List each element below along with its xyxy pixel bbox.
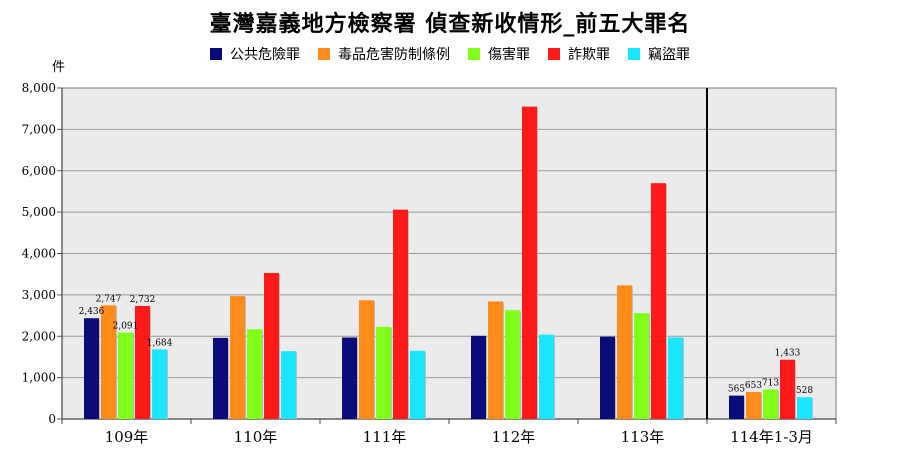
bar-0-4 [600, 336, 615, 419]
legend-label-series-1: 毒品危害防制條例 [338, 47, 450, 63]
y-tick-label: 5,000 [22, 205, 56, 219]
legend-swatch-series-4 [628, 48, 640, 60]
legend-swatch-series-0 [210, 48, 222, 60]
data-label-0-5: 565 [728, 385, 745, 395]
bar-0-1 [213, 337, 228, 419]
data-label-1-5: 653 [745, 381, 762, 391]
bar-3-5 [780, 359, 795, 419]
legend-item-series-2: 傷害罪 [468, 44, 530, 64]
bar-0-3 [471, 335, 486, 419]
x-tick-label: 114年1-3月 [730, 428, 813, 446]
bar-0-0 [84, 318, 99, 419]
bar-2-2 [376, 326, 391, 419]
bar-2-5 [763, 389, 778, 419]
x-tick-label: 109年 [105, 428, 149, 446]
y-tick-label: 8,000 [22, 81, 56, 95]
legend-item-series-1: 毒品危害防制條例 [318, 44, 450, 64]
bar-3-1 [264, 272, 279, 419]
data-label-2-5: 713 [762, 378, 779, 388]
bar-3-2 [393, 209, 408, 419]
legend-label-series-4: 竊盜罪 [648, 47, 690, 63]
bar-0-2 [342, 337, 357, 419]
legend-item-series-4: 竊盜罪 [628, 44, 690, 64]
bar-2-1 [247, 329, 262, 419]
bar-0-5 [729, 395, 744, 419]
bar-1-0 [101, 305, 116, 419]
x-tick-label: 112年 [492, 428, 536, 446]
data-label-3-0: 2,732 [130, 295, 156, 305]
legend-label-series-0: 公共危險罪 [230, 47, 300, 63]
bar-1-1 [230, 296, 245, 419]
chart-title: 臺灣嘉義地方檢察署 偵查新收情形_前五大罪名 [209, 11, 691, 37]
x-tick-label: 113年 [621, 428, 665, 446]
bar-3-3 [522, 106, 537, 420]
y-tick-label: 7,000 [22, 122, 56, 136]
bar-1-3 [488, 301, 503, 419]
bar-2-4 [634, 313, 649, 419]
legend-swatch-series-1 [318, 48, 330, 60]
chart-legend: 公共危險罪 毒品危害防制條例 傷害罪 詐欺罪 竊盜罪 [0, 44, 900, 64]
legend-swatch-series-2 [468, 48, 480, 60]
legend-item-series-3: 詐欺罪 [548, 44, 610, 64]
legend-swatch-series-3 [548, 48, 560, 60]
legend-item-series-0: 公共危險罪 [210, 44, 300, 64]
legend-label-series-2: 傷害罪 [488, 47, 530, 63]
y-tick-label: 2,000 [22, 329, 56, 343]
bar-4-4 [668, 337, 683, 419]
bar-1-2 [359, 300, 374, 419]
data-label-4-5: 528 [796, 386, 813, 396]
bar-4-3 [539, 334, 554, 419]
bar-4-1 [281, 351, 296, 419]
legend-label-series-3: 詐欺罪 [568, 47, 610, 63]
x-tick-label: 110年 [234, 428, 278, 446]
bar-1-4 [617, 285, 632, 419]
bar-2-3 [505, 310, 520, 419]
bar-3-4 [651, 183, 666, 419]
y-tick-label: 4,000 [22, 247, 56, 261]
bar-3-0 [135, 305, 150, 419]
data-label-0-0: 2,436 [79, 307, 105, 317]
y-tick-label: 6,000 [22, 164, 56, 178]
y-tick-label: 3,000 [22, 288, 56, 302]
y-axis-unit-label: 件 [52, 60, 66, 75]
y-tick-label: 0 [48, 412, 56, 426]
bar-4-5 [797, 397, 812, 419]
bar-1-5 [746, 391, 761, 419]
bar-4-2 [410, 350, 425, 419]
x-tick-label: 111年 [363, 428, 407, 446]
bar-4-0 [152, 349, 167, 419]
bar-2-0 [118, 332, 133, 419]
data-label-1-0: 2,747 [96, 294, 122, 304]
data-label-4-0: 1,684 [147, 338, 173, 348]
y-tick-label: 1,000 [22, 371, 56, 385]
data-label-3-5: 1,433 [775, 349, 801, 359]
data-label-2-0: 2,091 [113, 321, 139, 331]
